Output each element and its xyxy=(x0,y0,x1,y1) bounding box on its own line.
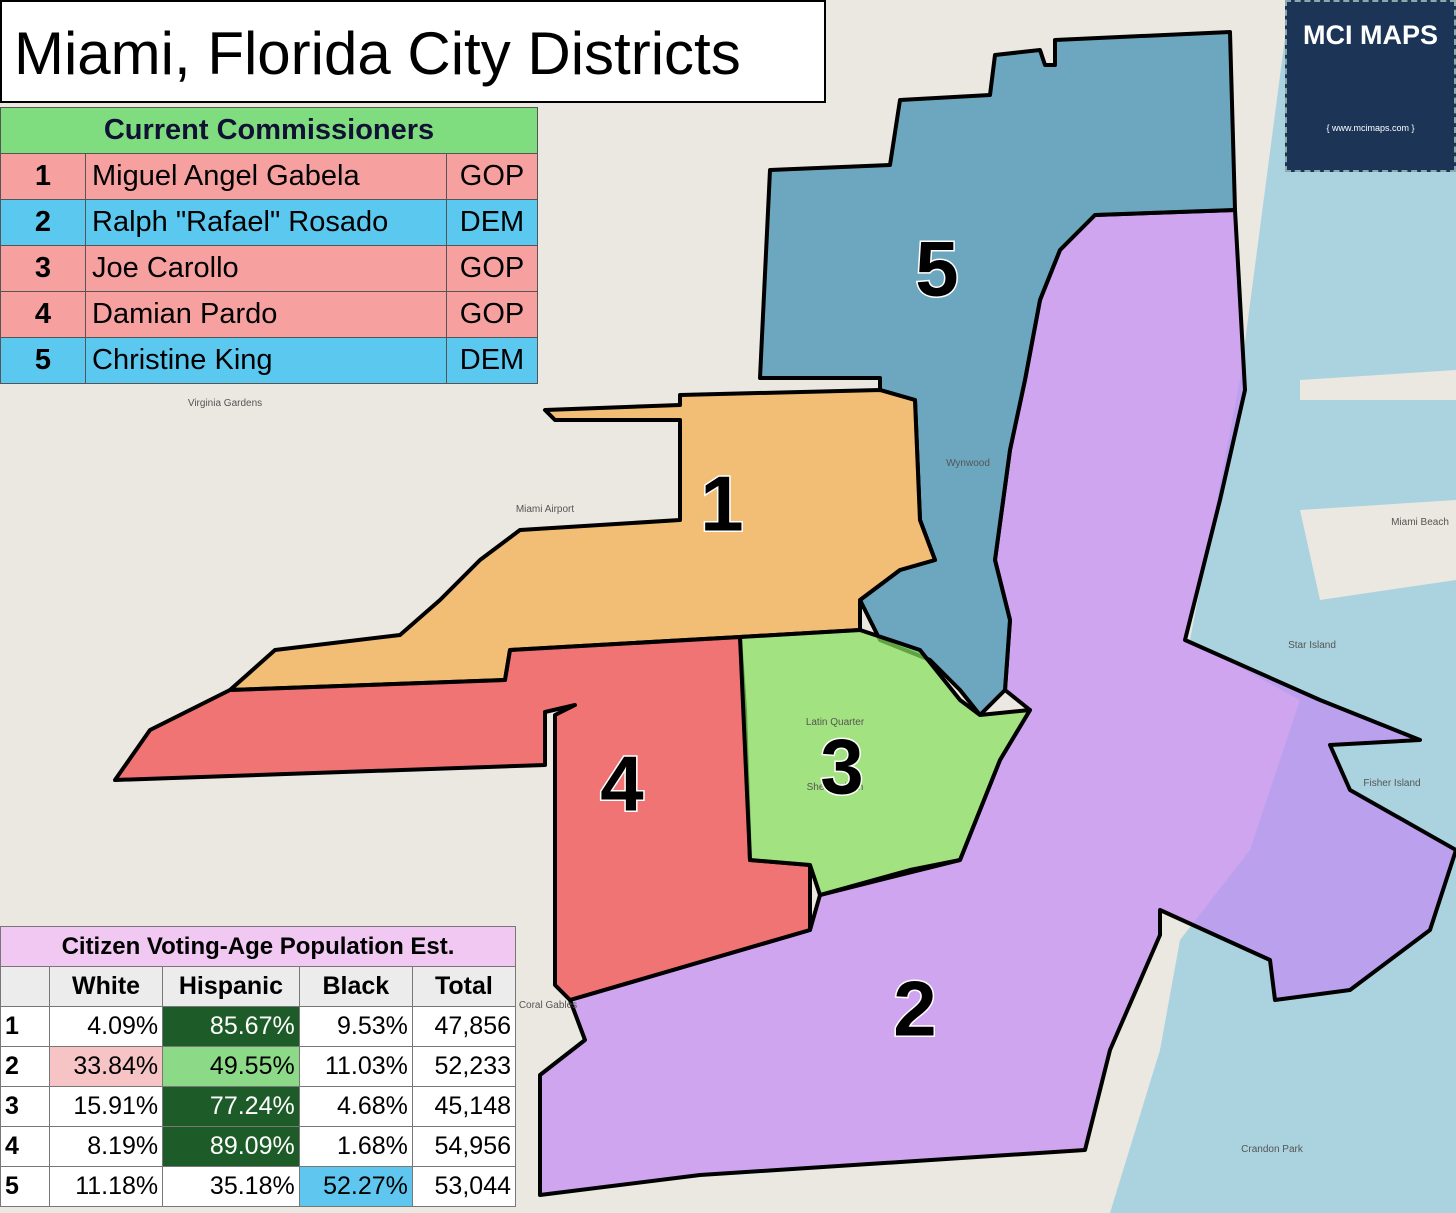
party: DEM xyxy=(446,199,538,246)
place-label: Miami Beach xyxy=(1391,517,1449,528)
place-label: Miami Airport xyxy=(516,504,575,515)
commissioners-table: Current Commissioners 1 Miguel Angel Gabel… xyxy=(0,107,538,384)
column-header: Total xyxy=(411,966,517,1007)
cvap-cell: 49.55% xyxy=(162,1046,300,1087)
place-label: Latin Quarter xyxy=(806,717,865,728)
commissioner-name: Christine King xyxy=(85,337,447,384)
column-header-row: White Hispanic Black Total xyxy=(0,966,517,1007)
cvap-cell: 9.53% xyxy=(298,1006,413,1047)
cvap-cell: 45,148 xyxy=(411,1086,517,1127)
district-label: 1 xyxy=(700,460,743,548)
place-label: Wynwood xyxy=(946,458,990,469)
column-header: Black xyxy=(298,966,413,1007)
cvap-cell: 11.18% xyxy=(48,1166,164,1207)
commissioner-row: 2 Ralph "Rafael" Rosado DEM xyxy=(0,199,538,246)
commissioner-row: 4 Damian Pardo GOP xyxy=(0,291,538,338)
cvap-cell: 33.84% xyxy=(48,1046,164,1087)
place-label: Shenandoah xyxy=(807,782,864,793)
district-number: 2 xyxy=(0,199,86,246)
cvap-row: 2 33.84% 49.55% 11.03% 52,233 xyxy=(0,1046,517,1087)
district-label: 4 xyxy=(600,740,643,828)
party: GOP xyxy=(446,245,538,292)
cvap-cell: 4.09% xyxy=(48,1006,164,1047)
cvap-cell: 4.68% xyxy=(298,1086,413,1127)
district-number: 1 xyxy=(0,153,86,200)
cvap-cell: 54,956 xyxy=(411,1126,517,1167)
logo-url: { www.mcimaps.com } xyxy=(1326,123,1415,133)
cvap-cell: 15.91% xyxy=(48,1086,164,1127)
place-label: Star Island xyxy=(1288,640,1336,651)
column-header: White xyxy=(48,966,164,1007)
cvap-row: 5 11.18% 35.18% 52.27% 53,044 xyxy=(0,1166,517,1207)
island xyxy=(1300,370,1456,600)
place-label: Coral Gables xyxy=(519,1000,577,1011)
cvap-row: 3 15.91% 77.24% 4.68% 45,148 xyxy=(0,1086,517,1127)
cvap-cell: 53,044 xyxy=(411,1166,517,1207)
cvap-cell: 52,233 xyxy=(411,1046,517,1087)
cvap-cell: 1.68% xyxy=(298,1126,413,1167)
party: GOP xyxy=(446,291,538,338)
district-number: 3 xyxy=(0,1086,50,1127)
place-label: Fisher Island xyxy=(1363,778,1420,789)
commissioner-row: 5 Christine King DEM xyxy=(0,337,538,384)
district-3-area xyxy=(738,628,1032,897)
district-number: 4 xyxy=(0,1126,50,1167)
cvap-row: 4 8.19% 89.09% 1.68% 54,956 xyxy=(0,1126,517,1167)
place-label: Virginia Gardens xyxy=(188,398,262,409)
cvap-cell: 52.27% xyxy=(298,1166,413,1207)
district-number: 1 xyxy=(0,1006,50,1047)
commissioner-row: 1 Miguel Angel Gabela GOP xyxy=(0,153,538,200)
cvap-cell: 11.03% xyxy=(298,1046,413,1087)
district-number: 5 xyxy=(0,1166,50,1207)
commissioner-name: Joe Carollo xyxy=(85,245,447,292)
map-title: Miami, Florida City Districts xyxy=(0,0,826,103)
cvap-cell: 47,856 xyxy=(411,1006,517,1047)
commissioner-row: 3 Joe Carollo GOP xyxy=(0,245,538,292)
column-header: Hispanic xyxy=(162,966,300,1007)
cvap-cell: 35.18% xyxy=(162,1166,300,1207)
district-label: 2 xyxy=(893,965,936,1053)
cvap-cell: 89.09% xyxy=(162,1126,300,1167)
district-number: 2 xyxy=(0,1046,50,1087)
district-label: 5 xyxy=(915,225,958,313)
cvap-cell: 8.19% xyxy=(48,1126,164,1167)
header-row: Citizen Voting-Age Population Est. xyxy=(0,926,516,967)
district-label: 3 xyxy=(820,723,863,811)
commissioner-name: Miguel Angel Gabela xyxy=(85,153,447,200)
party: DEM xyxy=(446,337,538,384)
cvap-cell: 77.24% xyxy=(162,1086,300,1127)
cvap-row: 1 4.09% 85.67% 9.53% 47,856 xyxy=(0,1006,517,1047)
cvap-cell: 85.67% xyxy=(162,1006,300,1047)
table-title: Current Commissioners xyxy=(0,107,538,154)
cvap-table: Citizen Voting-Age Population Est. White H… xyxy=(0,926,517,1207)
header-row: Current Commissioners xyxy=(0,107,538,154)
logo-title: MCI MAPS xyxy=(1303,20,1438,50)
district-number: 3 xyxy=(0,245,86,292)
commissioner-name: Ralph "Rafael" Rosado xyxy=(85,199,447,246)
logo: MCI MAPS { www.mcimaps.com } xyxy=(1285,0,1456,172)
corner-cell xyxy=(0,966,50,1007)
district-number: 4 xyxy=(0,291,86,338)
table-title: Citizen Voting-Age Population Est. xyxy=(0,926,516,967)
party: GOP xyxy=(446,153,538,200)
district-number: 5 xyxy=(0,337,86,384)
place-label: Crandon Park xyxy=(1241,1144,1304,1155)
commissioner-name: Damian Pardo xyxy=(85,291,447,338)
